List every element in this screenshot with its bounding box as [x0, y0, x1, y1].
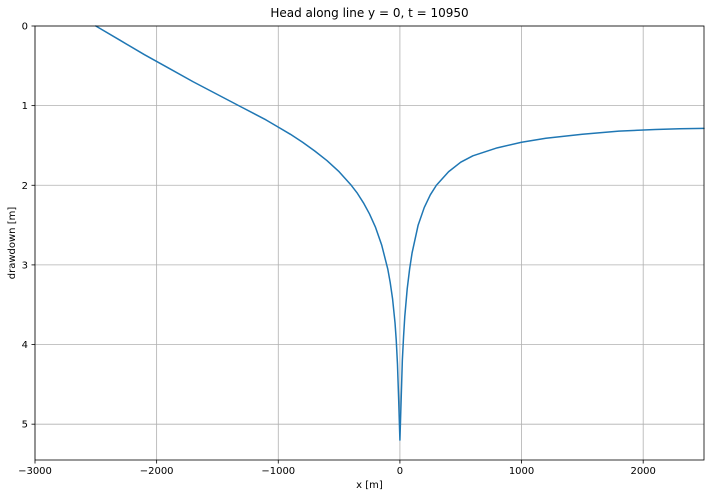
x-tick-label: −2000: [140, 466, 174, 477]
y-tick-label: 5: [22, 420, 28, 431]
y-tick-label: 1: [22, 101, 28, 112]
x-tick-label: 2000: [630, 466, 655, 477]
x-tick-label: 1000: [509, 466, 534, 477]
grid-lines: [34, 25, 704, 460]
chart-title: Head along line y = 0, t = 10950: [270, 6, 468, 20]
drawdown-series-line: [95, 25, 705, 441]
axis-ticks: −3000 −2000 −1000 0 1000 2000 0 1 2 3 4 5: [18, 22, 656, 478]
y-tick-label: 3: [22, 260, 28, 271]
x-axis-label: x [m]: [356, 480, 383, 491]
x-tick-label: −3000: [18, 466, 52, 477]
plot-frame: [34, 25, 705, 461]
y-axis-label: drawdown [m]: [7, 207, 18, 280]
y-tick-label: 4: [22, 340, 28, 351]
series-layer: [95, 25, 705, 441]
x-tick-label: 0: [397, 466, 403, 477]
x-tick-label: −1000: [261, 466, 295, 477]
y-tick-label: 2: [22, 181, 28, 192]
y-tick-label: 0: [22, 22, 28, 33]
